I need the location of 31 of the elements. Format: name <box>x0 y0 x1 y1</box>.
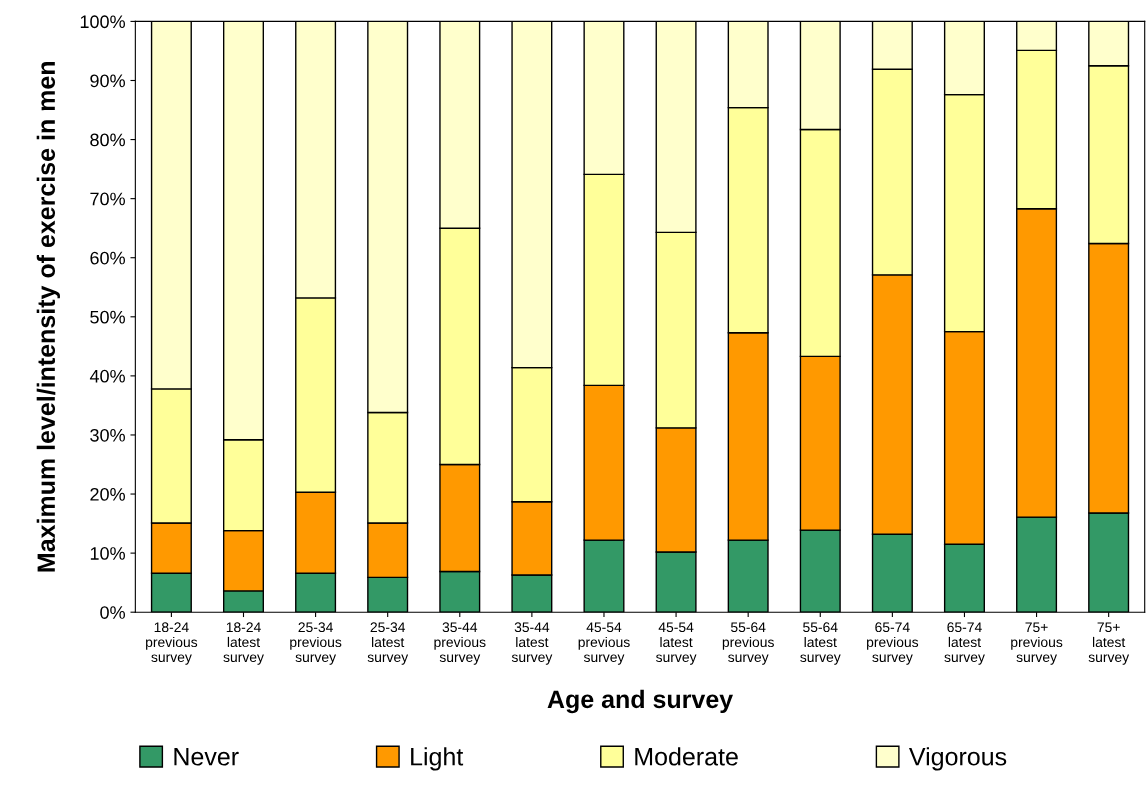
y-tick-label: 50% <box>90 310 125 324</box>
x-tick-label: 65-74 previous survey <box>867 622 919 665</box>
x-tick-label: 35-44 latest survey <box>511 622 553 665</box>
x-tick-label: 18-24 previous survey <box>146 622 198 665</box>
x-tick-label: 55-64 previous survey <box>722 622 774 665</box>
y-axis-title: Maximum level/intensity of exercise in men <box>36 61 60 572</box>
legend-label: Light <box>411 747 464 771</box>
y-tick-label: 80% <box>90 133 125 147</box>
y-tick-label: 40% <box>89 369 125 383</box>
y-tick-label: 100% <box>80 15 125 29</box>
x-tick-label: 75+ latest survey <box>1088 622 1130 665</box>
x-tick-label: 25-34 latest survey <box>367 622 409 665</box>
y-tick-label: 60% <box>90 251 125 265</box>
x-tick-label: 45-54 latest survey <box>656 622 697 665</box>
legend-label: Never <box>174 748 239 766</box>
x-tick-label: 55-64 latest survey <box>800 622 841 665</box>
x-tick-label: 75+ previous survey <box>1011 622 1063 665</box>
y-tick-label: 30% <box>90 428 125 442</box>
x-tick-label: 45-54 previous survey <box>578 622 630 665</box>
legend-label: Vigorous <box>908 747 1007 771</box>
y-tick-label: 20% <box>90 487 125 501</box>
x-tick-label: 65-74 latest survey <box>944 622 985 665</box>
legend-label: Moderate <box>635 747 738 766</box>
y-tick-label: 10% <box>90 547 125 560</box>
x-axis-title: Age and survey <box>547 689 733 714</box>
x-tick-label: 18-24 latest survey <box>223 622 264 665</box>
x-tick-label: 35-44 previous survey <box>434 622 486 665</box>
x-tick-label: 25-34 previous survey <box>290 622 342 665</box>
y-tick-label: 90% <box>90 74 125 88</box>
y-tick-label: 0% <box>100 606 125 619</box>
y-tick-label: 70% <box>90 192 125 206</box>
